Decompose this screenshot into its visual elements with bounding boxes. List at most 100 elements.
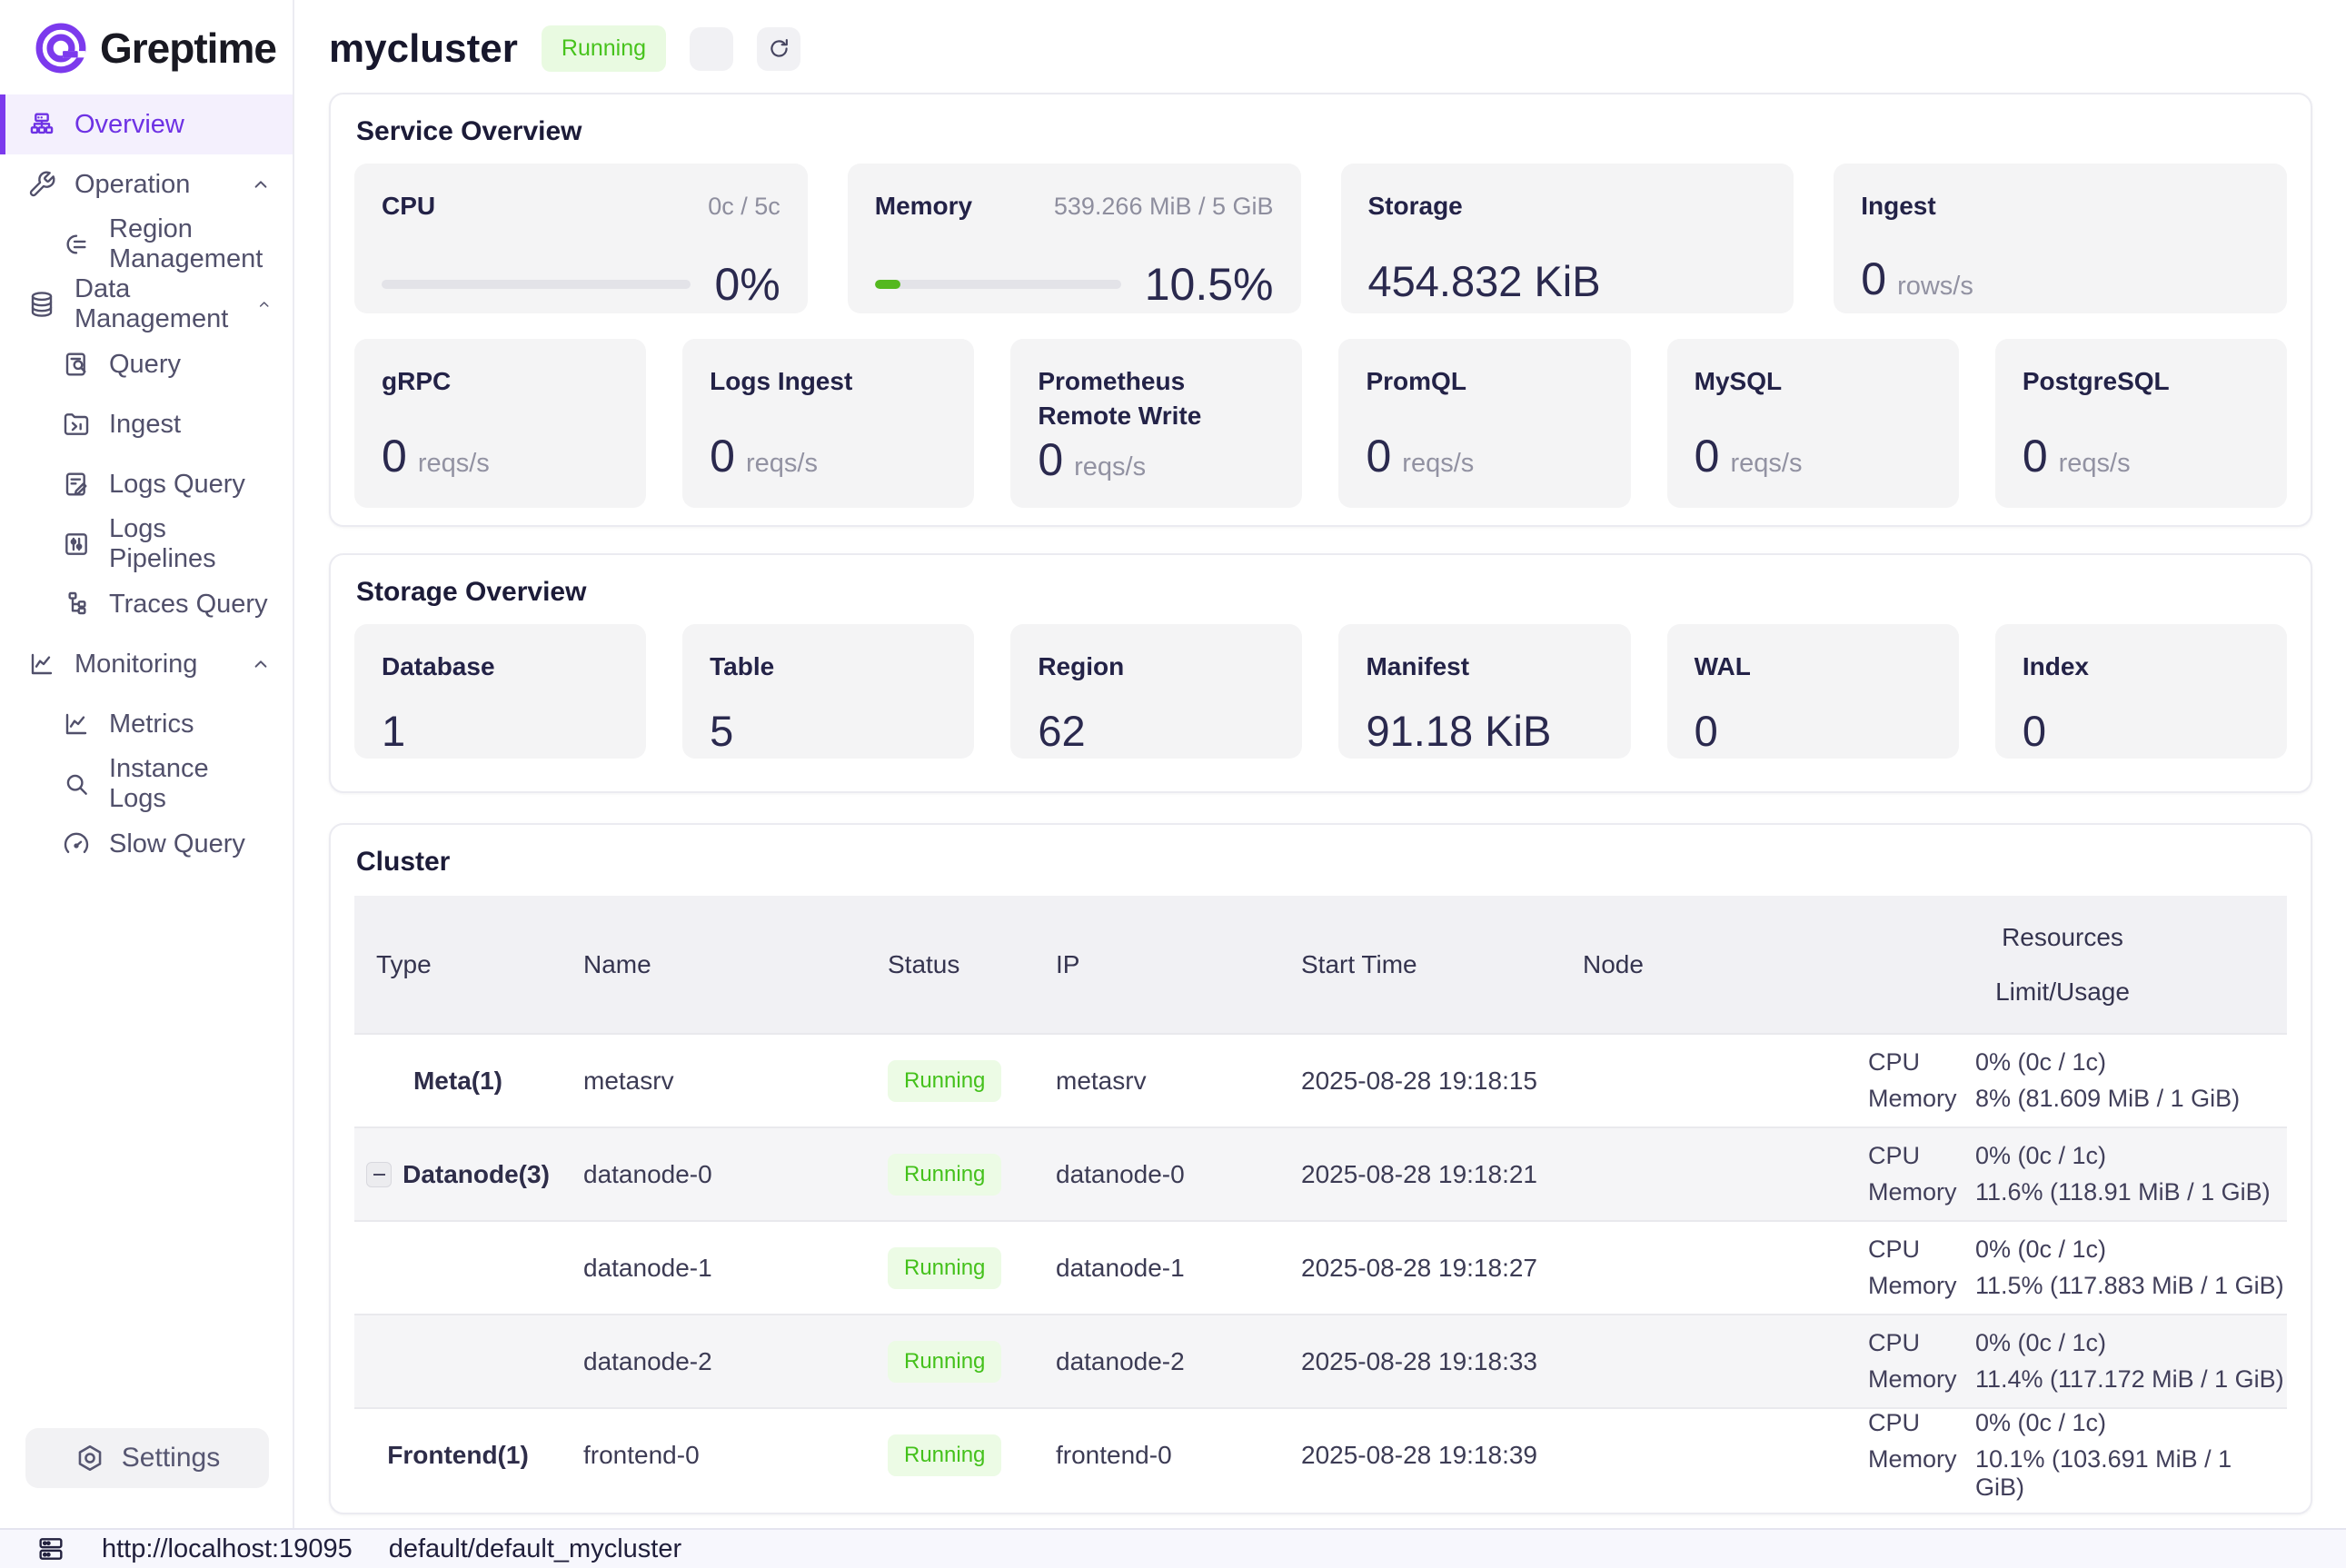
row-type-label: Datanode(3) <box>403 1159 550 1188</box>
prometheus-remote-write-label: Prometheus Remote Write <box>1038 367 1202 430</box>
row-start-time: 2025-08-28 19:18:21 <box>1301 1159 1537 1188</box>
table-row[interactable]: datanode-1 Running datanode-1 2025-08-28… <box>354 1220 2287 1314</box>
cpu-progress-bar <box>382 279 691 289</box>
wal-card: WAL 0 <box>1666 624 1959 759</box>
table-row[interactable]: Meta(1) metasrv Running metasrv 2025-08-… <box>354 1033 2287 1126</box>
promql-value: 0 <box>1366 431 1392 481</box>
mysql-label: MySQL <box>1694 367 1783 395</box>
folder-arrow-icon <box>64 413 89 435</box>
row-ip: frontend-0 <box>1056 1441 1172 1469</box>
table-card: Table 5 <box>682 624 975 759</box>
ingest-unit: rows/s <box>1897 271 1973 301</box>
chevron-up-icon[interactable] <box>249 173 273 196</box>
row-resources: CPU 0% (0c / 1c) Memory 11.4% (117.172 M… <box>1838 1329 2287 1394</box>
sidebar-item-region-management[interactable]: Region Management <box>0 214 293 274</box>
sidebar-item-data-management[interactable]: Data Management <box>0 274 293 334</box>
database-label: Database <box>382 652 495 680</box>
row-name: frontend-0 <box>583 1441 700 1469</box>
collapse-button[interactable] <box>366 1161 393 1187</box>
cpu-label: CPU <box>1868 1236 1921 1263</box>
greptime-logo: Greptime <box>0 0 293 74</box>
row-resources: CPU 0% (0c / 1c) Memory 8% (81.609 MiB /… <box>1838 1048 2287 1113</box>
row-start-time: 2025-08-28 19:18:33 <box>1301 1346 1537 1375</box>
prometheus-remote-write-card: Prometheus Remote Write 0 reqs/s <box>1010 339 1303 508</box>
settings-button[interactable]: Settings <box>25 1428 269 1488</box>
cluster-status-badge: Running <box>541 25 667 72</box>
memory-label: Memory <box>1868 1085 1957 1112</box>
sidebar-item-label: Monitoring <box>75 649 198 679</box>
sidebar-item-metrics[interactable]: Metrics <box>0 694 293 754</box>
index-value: 0 <box>2022 706 2046 755</box>
chevron-up-icon[interactable] <box>249 652 273 676</box>
grpc-value: 0 <box>382 431 407 481</box>
sidebar-item-operation[interactable]: Operation <box>0 154 293 214</box>
sidebar-item-instance-logs[interactable]: Instance Logs <box>0 754 293 814</box>
refresh-button[interactable] <box>757 26 801 71</box>
col-ip: IP <box>1056 949 1080 978</box>
mysql-card: MySQL 0 reqs/s <box>1666 339 1959 508</box>
cluster-table: Type Name Status IP Start Time Node Reso… <box>354 896 2287 1501</box>
database-icon <box>31 292 53 317</box>
memory-usage: 10.1% (103.691 MiB / 1 GiB) <box>1975 1445 2232 1501</box>
grpc-card: gRPC 0 reqs/s <box>354 339 647 508</box>
col-status: Status <box>888 949 960 978</box>
section-title: Service Overview <box>356 116 582 146</box>
gear-icon <box>78 1444 102 1472</box>
col-node: Node <box>1583 949 1644 978</box>
storage-stat-cards: Database 1 Table 5 Region 62 Manifest 91… <box>354 624 2287 759</box>
row-start-time: 2025-08-28 19:18:15 <box>1301 1066 1537 1095</box>
status-badge: Running <box>888 1153 1002 1196</box>
row-ip: datanode-1 <box>1056 1253 1185 1282</box>
memory-usage: 11.4% (117.172 MiB / 1 GiB) <box>1975 1365 2284 1393</box>
table-row[interactable]: Datanode(3) datanode-0 Running datanode-… <box>354 1126 2287 1220</box>
promql-unit: reqs/s <box>1402 449 1475 478</box>
resources-group-label: Resources <box>2002 922 2123 951</box>
cpu-label: CPU <box>1868 1329 1921 1356</box>
chevron-up-icon[interactable] <box>255 293 273 316</box>
table-row[interactable]: Frontend(1) frontend-0 Running frontend-… <box>354 1407 2287 1501</box>
postgresql-unit: reqs/s <box>2058 449 2131 478</box>
sidebar-item-logs-query[interactable]: Logs Query <box>0 454 293 514</box>
sidebar-item-label: Instance Logs <box>109 754 209 813</box>
storage-value: 454.832 KiB <box>1367 256 1601 305</box>
sidebar-item-query[interactable]: Query <box>0 334 293 394</box>
row-type: Frontend(1) <box>387 1441 529 1469</box>
memory-label: Memory <box>1868 1178 1957 1206</box>
postgresql-label: PostgreSQL <box>2022 367 2170 395</box>
row-name: datanode-2 <box>583 1346 712 1375</box>
service-metric-cards: CPU 0c / 5c 0% Memory 539.266 MiB / 5 Gi… <box>354 164 2287 313</box>
storage-card: Storage 454.832 KiB <box>1340 164 1794 313</box>
memory-usage: 11.5% (117.883 MiB / 1 GiB) <box>1975 1272 2284 1299</box>
cpu-usage: 0% (0c / 1c) <box>1975 1409 2107 1436</box>
row-type: Datanode(3) <box>354 1160 562 1189</box>
copy-button[interactable] <box>690 26 734 71</box>
sidebar-item-slow-query[interactable]: Slow Query <box>0 814 293 874</box>
sidebar-item-ingest[interactable]: Ingest <box>0 394 293 454</box>
magnifier-icon <box>66 774 87 795</box>
sidebar-item-label: Logs Query <box>109 469 245 499</box>
cpu-usage: 0% (0c / 1c) <box>1975 1142 2107 1169</box>
cpu-limit: 0c / 5c <box>708 193 780 220</box>
memory-usage: 11.6% (118.91 MiB / 1 GiB) <box>1975 1178 2271 1206</box>
status-badge: Running <box>888 1434 1002 1476</box>
greptime-logo-text: Greptime <box>100 25 277 72</box>
doc-pencil-icon <box>65 472 87 496</box>
sidebar-item-monitoring[interactable]: Monitoring <box>0 634 293 694</box>
cluster-icon <box>30 113 54 134</box>
storage-label: Storage <box>1367 192 1463 220</box>
sidebar-item-traces-query[interactable]: Traces Query <box>0 574 293 634</box>
postgresql-card: PostgreSQL 0 reqs/s <box>1994 339 2287 508</box>
limit-usage-label: Limit/Usage <box>1995 977 2130 1006</box>
page-title: mycluster <box>329 25 518 71</box>
mysql-value: 0 <box>1694 431 1720 481</box>
row-type: Meta(1) <box>413 1066 502 1095</box>
grpc-label: gRPC <box>382 367 452 395</box>
table-row[interactable]: datanode-2 Running datanode-2 2025-08-28… <box>354 1314 2287 1407</box>
wal-label: WAL <box>1694 652 1751 680</box>
region-label: Region <box>1038 652 1125 680</box>
cpu-usage: 0% (0c / 1c) <box>1975 1329 2107 1356</box>
promql-label: PromQL <box>1366 367 1466 395</box>
sidebar-item-logs-pipelines[interactable]: Logs Pipelines <box>0 514 293 574</box>
sidebar-item-overview[interactable]: Overview <box>0 94 293 154</box>
